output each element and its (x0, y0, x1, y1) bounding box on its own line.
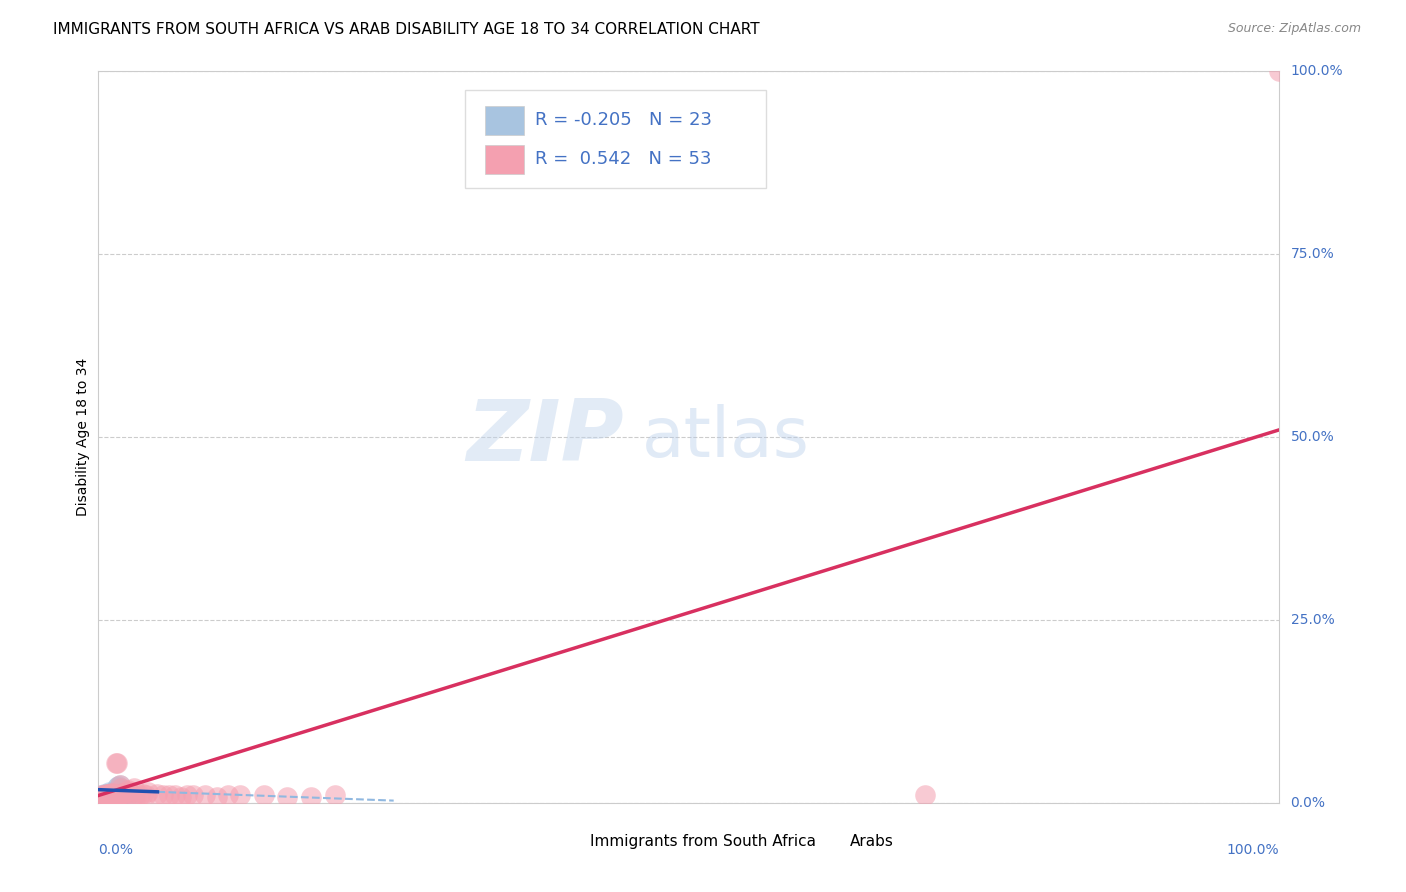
Point (98, 789, 121, 803)
Point (100, 786, 122, 800)
Point (98, 787, 121, 801)
Text: atlas: atlas (641, 403, 810, 471)
Point (122, 781, 145, 796)
Point (111, 787, 134, 801)
Point (98, 788, 121, 802)
Text: 75.0%: 75.0% (1291, 247, 1334, 261)
Point (101, 786, 124, 800)
Point (157, 789, 180, 803)
Point (170, 789, 193, 804)
Point (94, 789, 117, 803)
Point (100, 787, 122, 801)
Point (1268, 64, 1291, 78)
Text: Source: ZipAtlas.com: Source: ZipAtlas.com (1227, 22, 1361, 36)
Point (101, 788, 124, 802)
Point (299, 789, 322, 804)
Point (194, 789, 217, 803)
Point (112, 786, 135, 800)
Text: R = -0.205   N = 23: R = -0.205 N = 23 (536, 112, 713, 129)
Y-axis label: Disability Age 18 to 34: Disability Age 18 to 34 (76, 358, 90, 516)
Point (120, 785, 142, 799)
Point (97, 789, 120, 803)
Point (108, 789, 131, 803)
Point (97, 787, 120, 801)
Point (217, 789, 239, 803)
Text: 0.0%: 0.0% (98, 843, 134, 857)
Point (146, 787, 169, 801)
Point (91, 789, 114, 804)
Point (91, 789, 114, 804)
Text: 100.0%: 100.0% (1291, 64, 1343, 78)
Point (112, 786, 135, 800)
Point (181, 789, 204, 803)
Text: 50.0%: 50.0% (1291, 430, 1334, 444)
Text: Arabs: Arabs (849, 834, 893, 849)
Point (104, 789, 127, 803)
Point (110, 786, 132, 800)
Point (111, 787, 134, 801)
Point (276, 789, 298, 804)
Point (253, 789, 276, 803)
Point (117, 789, 139, 803)
Point (152, 789, 174, 803)
Point (96, 789, 118, 804)
Point (914, 789, 936, 803)
Point (125, 789, 148, 804)
Point (93, 787, 115, 801)
Text: R =  0.542   N = 53: R = 0.542 N = 53 (536, 150, 711, 168)
Point (136, 785, 159, 799)
Point (105, 789, 128, 804)
Point (132, 787, 155, 801)
Point (112, 789, 135, 803)
Point (108, 778, 131, 792)
Point (93, 789, 115, 803)
Point (98, 786, 121, 800)
Point (122, 791, 145, 805)
Point (107, 789, 129, 803)
Point (103, 789, 125, 803)
Point (122, 789, 145, 803)
Point (229, 789, 252, 803)
Point (105, 756, 128, 770)
Point (205, 789, 228, 804)
Point (165, 789, 187, 803)
Bar (557, 831, 582, 852)
Point (96, 789, 118, 803)
Point (135, 789, 157, 803)
Text: 25.0%: 25.0% (1291, 613, 1334, 627)
Point (110, 781, 132, 796)
Point (91, 789, 114, 803)
FancyBboxPatch shape (464, 90, 766, 188)
Text: 0.0%: 0.0% (1291, 796, 1326, 810)
Point (90, 789, 112, 803)
Text: IMMIGRANTS FROM SOUTH AFRICA VS ARAB DISABILITY AGE 18 TO 34 CORRELATION CHART: IMMIGRANTS FROM SOUTH AFRICA VS ARAB DIS… (53, 22, 761, 37)
Point (176, 789, 198, 803)
Text: 100.0%: 100.0% (1227, 843, 1279, 857)
Point (108, 778, 131, 792)
Point (103, 789, 125, 803)
Point (117, 782, 139, 797)
Bar (485, 106, 523, 135)
Point (105, 780, 128, 794)
Point (105, 789, 128, 803)
Point (98, 789, 121, 803)
Point (98, 785, 121, 799)
Bar (817, 831, 842, 852)
Point (94, 787, 117, 801)
Point (107, 779, 129, 793)
Point (105, 756, 128, 770)
Point (323, 789, 346, 803)
Point (104, 789, 127, 804)
Point (111, 789, 134, 803)
Point (97, 788, 120, 802)
Point (97, 789, 120, 803)
Point (105, 787, 128, 801)
Bar (485, 145, 523, 174)
Point (128, 789, 150, 803)
Text: Immigrants from South Africa: Immigrants from South Africa (589, 834, 815, 849)
Point (117, 789, 139, 803)
Text: ZIP: ZIP (467, 395, 624, 479)
